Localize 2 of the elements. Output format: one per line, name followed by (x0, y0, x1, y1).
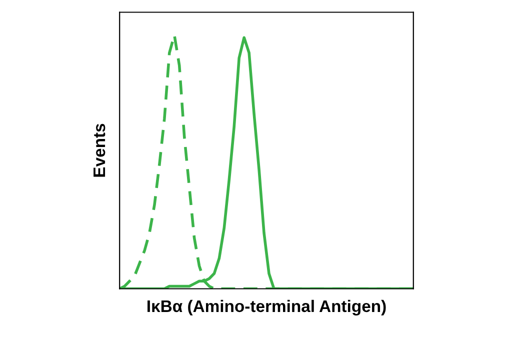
y-axis-title: Events (94, 124, 106, 177)
x-axis-title: IκBα (Amino-terminal Antigen) (148, 300, 386, 316)
